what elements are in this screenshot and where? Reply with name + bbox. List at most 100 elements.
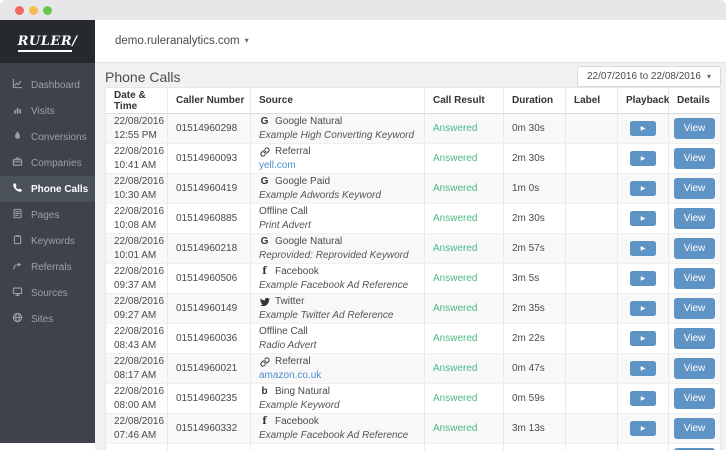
cell-source: Referral amazon.co.uk <box>251 354 425 383</box>
cell-details: View <box>669 324 720 353</box>
sidebar-item-visits[interactable]: Visits <box>0 98 95 124</box>
source-name: Referral <box>275 355 311 367</box>
table-row: 22/08/2016 10:30 AM 01514960419 G Google… <box>106 174 720 204</box>
table-row: 22/08/2016 09:37 AM 01514960506 f Facebo… <box>106 264 720 294</box>
view-details-button[interactable]: View <box>673 418 716 439</box>
sidebar-item-sites[interactable]: Sites <box>0 306 95 332</box>
call-duration: 3m 5s <box>512 272 540 284</box>
caller-number: 01514960235 <box>176 392 238 404</box>
window-zoom-button[interactable] <box>43 5 52 15</box>
table-row: 22/08/2016 Twitter ▶ View <box>106 444 720 450</box>
page-icon <box>12 208 23 222</box>
sidebar-item-conversions[interactable]: Conversions <box>0 124 95 150</box>
monitor-icon <box>12 286 23 300</box>
cell-caller-number: 01514960298 <box>168 114 251 143</box>
playback-button[interactable]: ▶ <box>630 301 656 316</box>
sidebar-item-sources[interactable]: Sources <box>0 280 95 306</box>
window-close-button[interactable] <box>15 5 24 15</box>
caller-number: 01514960332 <box>176 422 238 434</box>
topbar: demo.ruleranalytics.com ▾ <box>95 20 726 63</box>
cell-date-time: 22/08/2016 10:41 AM <box>106 144 168 173</box>
sidebar-item-companies[interactable]: Companies <box>0 150 95 176</box>
call-duration: 1m 0s <box>512 182 540 194</box>
sidebar-item-phone-calls[interactable]: Phone Calls <box>0 176 95 202</box>
window-minimize-button[interactable] <box>29 5 38 15</box>
playback-button[interactable]: ▶ <box>630 121 656 136</box>
view-details-button[interactable]: View <box>673 448 716 450</box>
sidebar-item-referrals[interactable]: Referrals <box>0 254 95 280</box>
date-range-selector[interactable]: 22/07/2016 to 22/08/2016 ▾ <box>576 66 721 87</box>
sidebar-item-dashboard[interactable]: Dashboard <box>0 72 95 98</box>
call-duration: 3m 13s <box>512 422 545 434</box>
cell-details: View <box>669 384 720 413</box>
column-header-details: Details <box>677 95 710 106</box>
play-icon: ▶ <box>640 186 646 192</box>
call-date: 22/08/2016 <box>114 415 165 427</box>
source-detail[interactable]: amazon.co.uk <box>259 369 322 381</box>
cell-details: View <box>669 174 720 203</box>
cell-label <box>566 444 618 450</box>
playback-button[interactable]: ▶ <box>630 211 656 226</box>
globe-icon <box>12 312 23 326</box>
sidebar-item-keywords[interactable]: Keywords <box>0 228 95 254</box>
cell-label <box>566 414 618 443</box>
view-details-button[interactable]: View <box>673 388 716 409</box>
view-details-button[interactable]: View <box>673 238 716 259</box>
source-detail: Example Twitter Ad Reference <box>259 309 394 321</box>
cell-label <box>566 384 618 413</box>
cell-playback: ▶ <box>618 204 669 233</box>
playback-button[interactable]: ▶ <box>630 391 656 406</box>
call-result-badge: Answered <box>433 272 478 284</box>
logo-bar: RULER/ <box>0 20 95 63</box>
site-selector-dropdown[interactable]: demo.ruleranalytics.com ▾ <box>115 35 249 47</box>
cell-details: View <box>669 234 720 263</box>
view-details-button[interactable]: View <box>673 358 716 379</box>
source-name: Google Natural <box>275 235 343 247</box>
view-details-button[interactable]: View <box>673 148 716 169</box>
source-name: Offline Call <box>259 205 308 217</box>
source-name: Offline Call <box>259 325 308 337</box>
table-row: 22/08/2016 10:41 AM 01514960093 Referral… <box>106 144 720 174</box>
view-details-button[interactable]: View <box>673 208 716 229</box>
facebook-icon: f <box>262 415 267 427</box>
call-duration: 2m 22s <box>512 332 545 344</box>
playback-button[interactable]: ▶ <box>630 181 656 196</box>
playback-button[interactable]: ▶ <box>630 241 656 256</box>
sidebar-item-pages[interactable]: Pages <box>0 202 95 228</box>
view-details-button[interactable]: View <box>673 118 716 139</box>
cell-duration: 2m 30s <box>504 204 566 233</box>
view-details-button[interactable]: View <box>673 328 716 349</box>
cell-date-time: 22/08/2016 08:00 AM <box>106 384 168 413</box>
cell-source: Referral yell.com <box>251 144 425 173</box>
sidebar-nav: Dashboard Visits Conversions Companies P… <box>0 63 95 332</box>
source-detail: Example Adwords Keyword <box>259 189 381 201</box>
playback-button[interactable]: ▶ <box>630 331 656 346</box>
playback-button[interactable]: ▶ <box>630 151 656 166</box>
call-time: 10:30 AM <box>114 189 157 201</box>
playback-button[interactable]: ▶ <box>630 421 656 436</box>
play-icon: ▶ <box>640 246 646 252</box>
view-details-button[interactable]: View <box>673 298 716 319</box>
cell-source: G Google Paid Example Adwords Keyword <box>251 174 425 203</box>
cell-playback: ▶ <box>618 414 669 443</box>
playback-button[interactable]: ▶ <box>630 361 656 376</box>
cell-source: f Facebook Example Facebook Ad Reference <box>251 414 425 443</box>
date-range-label: 22/07/2016 to 22/08/2016 <box>586 71 701 82</box>
view-details-button[interactable]: View <box>673 178 716 199</box>
call-time: 10:08 AM <box>114 219 157 231</box>
playback-button[interactable]: ▶ <box>630 271 656 286</box>
source-detail[interactable]: yell.com <box>259 159 296 171</box>
table-row: 22/08/2016 08:00 AM 01514960235 b Bing N… <box>106 384 720 414</box>
briefcase-icon <box>12 156 23 170</box>
table-row: 22/08/2016 12:55 PM 01514960298 G Google… <box>106 114 720 144</box>
dashboard-chart-icon <box>12 78 23 92</box>
play-icon: ▶ <box>640 276 646 282</box>
cell-caller-number: 01514960235 <box>168 384 251 413</box>
cell-playback: ▶ <box>618 384 669 413</box>
bar-chart-icon <box>12 104 23 118</box>
cell-source: Twitter Example Twitter Ad Reference <box>251 294 425 323</box>
view-details-button[interactable]: View <box>673 268 716 289</box>
cell-playback: ▶ <box>618 444 669 450</box>
cell-duration: 2m 35s <box>504 294 566 323</box>
